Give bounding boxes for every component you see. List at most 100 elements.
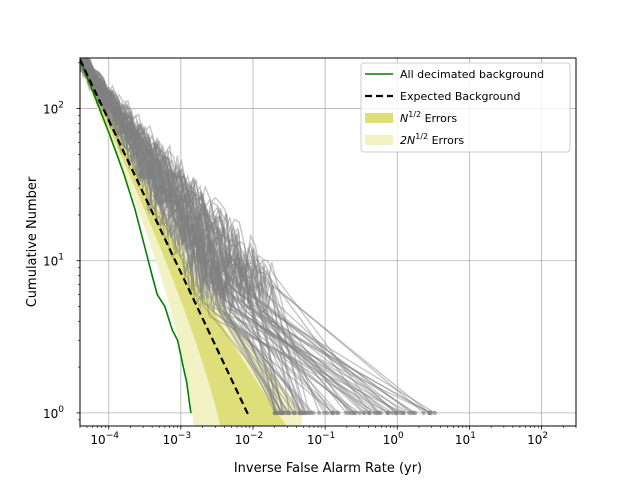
background-trial-curve: [82, 60, 371, 414]
background-trial-curve: [85, 61, 284, 414]
y-axis-label: Cumulative Number: [25, 176, 40, 307]
background-trial-curve: [81, 65, 379, 414]
background-trial-curve: [86, 70, 338, 414]
background-trial-curve: [84, 64, 276, 414]
background-trial-curve: [81, 68, 405, 414]
background-trial-curve: [86, 58, 280, 414]
legend-swatch-patch: [365, 113, 393, 123]
background-trial-curve: [85, 58, 436, 414]
background-trial-endpoint: [285, 410, 291, 416]
background-trial-curve: [80, 65, 375, 414]
background-trial-curve: [83, 58, 430, 414]
background-trial-curve: [87, 58, 288, 414]
background-trial-curve: [80, 59, 314, 414]
background-trial-curve: [87, 58, 339, 414]
background-trial-curve: [86, 59, 277, 414]
background-trial-curve: [83, 59, 301, 414]
background-trials: [80, 58, 438, 416]
background-trial-endpoint: [322, 410, 327, 416]
background-trial-curve: [83, 62, 352, 414]
background-trial-curve: [86, 58, 304, 414]
background-trial-curve: [84, 62, 388, 414]
background-trial-curve: [82, 58, 404, 414]
background-trial-endpoint: [292, 410, 297, 416]
background-trial-endpoint: [329, 410, 334, 416]
background-trial-curve: [80, 67, 366, 414]
background-trial-curve: [80, 62, 333, 414]
two-n-half-error-band: [80, 58, 303, 426]
background-trial-endpoint: [413, 410, 418, 416]
axis-ticks: 10−4 10−3 10−2 10−1 100 101 102 100 101 102: [43, 62, 577, 447]
x-tick-label: 10−2: [235, 431, 264, 447]
background-trial-curve: [82, 61, 302, 414]
background-trial-curve: [80, 64, 380, 414]
background-trial-curve: [81, 66, 325, 414]
background-trial-curve: [81, 58, 361, 414]
background-trial-curve: [80, 59, 304, 414]
background-trial-curve: [80, 58, 402, 414]
x-tick-label: 102: [527, 431, 548, 447]
background-trial-curve: [80, 58, 356, 414]
legend-label: Expected Background: [400, 90, 520, 103]
background-trial-curve: [85, 58, 282, 414]
background-trial-curve: [86, 58, 398, 414]
x-tick-label: 101: [455, 431, 476, 447]
background-trial-curve: [82, 62, 312, 414]
background-trial-endpoint: [317, 410, 322, 416]
x-tick-label: 10−4: [90, 431, 119, 447]
background-trial-curve: [86, 68, 320, 414]
main-series: [80, 59, 250, 417]
background-trial-endpoint: [390, 410, 395, 416]
background-trial-curve: [82, 58, 282, 414]
background-trial-curve: [81, 58, 285, 414]
background-trial-curve: [85, 58, 430, 414]
background-trial-curve: [86, 60, 309, 414]
y-tick-label: 100: [43, 405, 64, 421]
background-trial-curve: [80, 58, 425, 414]
background-trial-endpoint: [427, 410, 432, 416]
legend: All decimated background Expected Backgro…: [360, 62, 571, 153]
background-trial-curve: [86, 58, 334, 414]
background-trial-curve: [83, 58, 290, 413]
y-tick-label: 102: [43, 101, 64, 117]
background-trial-endpoint: [311, 410, 316, 416]
background-trial-endpoint: [362, 410, 368, 416]
background-trial-curve: [81, 63, 364, 414]
background-trial-curve: [85, 58, 284, 414]
background-trial-curve: [80, 58, 382, 414]
background-trial-curve: [83, 58, 276, 414]
background-trial-curve: [80, 59, 397, 414]
background-trial-endpoint: [351, 410, 357, 416]
background-trial-endpoint: [343, 410, 349, 416]
background-trial-curve: [80, 65, 295, 414]
background-trial-curve: [86, 58, 354, 414]
background-trial-curve: [81, 60, 350, 414]
background-trial-curve: [84, 58, 295, 414]
background-trial-curve: [80, 65, 302, 414]
background-trial-endpoint: [336, 410, 341, 416]
all-decimated-background-line: [80, 62, 192, 414]
background-trial-endpoint: [409, 410, 414, 416]
background-trial-endpoint: [357, 410, 362, 416]
legend-box: [360, 62, 571, 153]
background-trial-curve: [85, 58, 300, 414]
background-trial-endpoint: [299, 410, 304, 416]
background-trial-curve: [81, 66, 377, 414]
x-tick-label: 100: [383, 431, 404, 447]
background-trial-curve: [83, 58, 291, 414]
background-trial-curve: [80, 58, 389, 414]
background-trial-curve: [80, 58, 334, 414]
background-trial-endpoint: [366, 410, 372, 416]
background-trial-curve: [80, 58, 393, 414]
background-trial-curve: [83, 66, 432, 414]
y-tick-label: 101: [43, 253, 64, 269]
background-trial-curve: [84, 58, 414, 414]
background-trial-curve: [80, 58, 370, 414]
background-trial-curve: [80, 58, 296, 414]
error-bands: [80, 58, 303, 426]
background-trial-curve: [81, 66, 276, 413]
background-trial-curve: [80, 58, 370, 414]
background-trial-endpoint: [393, 410, 399, 416]
background-trial-curve: [80, 58, 431, 414]
background-trial-endpoint: [377, 410, 382, 416]
